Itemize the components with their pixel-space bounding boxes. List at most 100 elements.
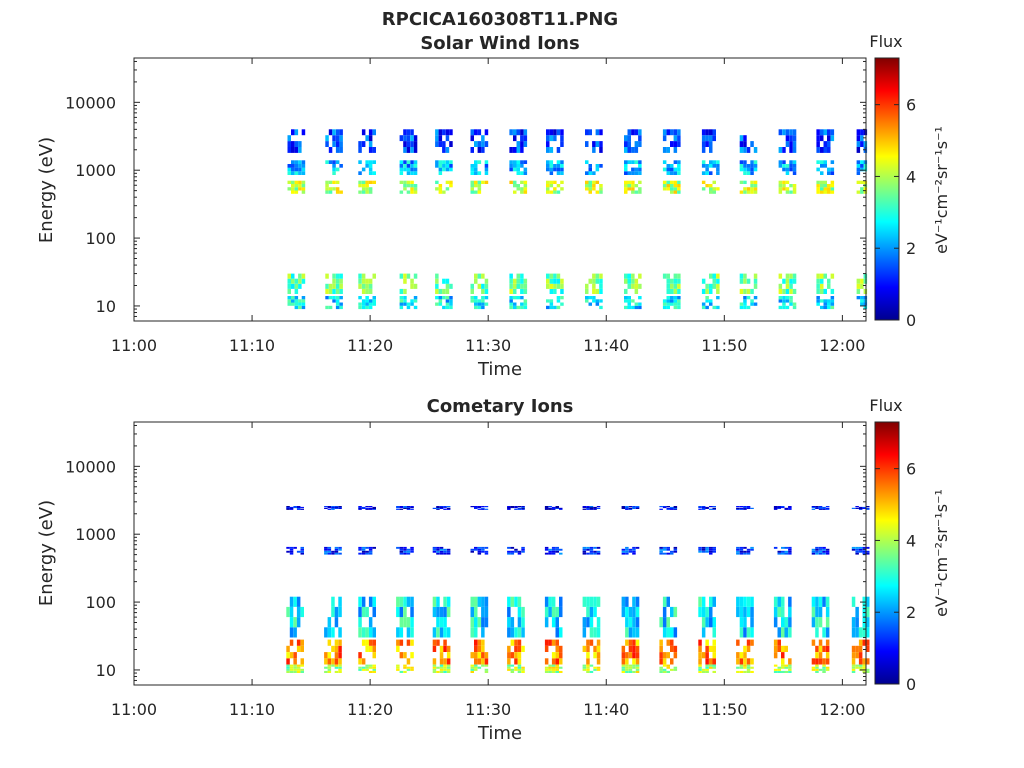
flux-cell <box>551 658 556 665</box>
flux-cell <box>523 302 528 306</box>
flux-cell <box>739 670 744 673</box>
flux-cell <box>822 550 826 553</box>
flux-cell <box>361 190 366 194</box>
flux-cell <box>477 299 482 303</box>
flux-cell <box>445 187 450 191</box>
flux-cell <box>599 184 603 188</box>
flux-cell <box>782 305 786 310</box>
flux-cell <box>556 147 561 153</box>
flux-cell <box>825 606 830 618</box>
flux-cell <box>507 666 511 669</box>
flux-cell <box>624 171 628 175</box>
flux-cell <box>595 180 600 184</box>
flux-cell <box>399 160 404 164</box>
flux-cell <box>555 670 559 673</box>
flux-cell <box>332 273 336 279</box>
flux-cell <box>442 296 446 300</box>
flux-cell <box>709 184 713 188</box>
flux-cell <box>635 627 640 638</box>
flux-cell <box>514 508 518 510</box>
flux-cell <box>548 548 552 551</box>
flux-cell <box>477 666 482 669</box>
flux-cell <box>698 658 702 665</box>
flux-cell <box>851 668 856 671</box>
flux-cell <box>327 508 332 510</box>
flux-cell <box>624 288 628 294</box>
flux-cell <box>548 508 552 510</box>
flux-cell <box>858 546 863 549</box>
flux-cell <box>442 190 446 194</box>
flux-cell <box>624 187 628 191</box>
y-tick-label: 10000 <box>65 93 116 112</box>
flux-cell <box>822 546 826 549</box>
flux-cell <box>445 160 450 164</box>
flux-cell <box>662 668 667 671</box>
flux-cell <box>596 627 601 638</box>
flux-cell <box>334 506 339 509</box>
flux-cell <box>286 666 290 669</box>
flux-cell <box>298 302 302 306</box>
flux-cell <box>334 645 339 652</box>
flux-cell <box>435 296 439 300</box>
flux-cell <box>443 645 447 652</box>
flux-cell <box>851 645 856 652</box>
flux-cell <box>403 506 407 508</box>
flux-cell <box>358 666 362 669</box>
flux-cell <box>599 141 603 147</box>
flux-cell <box>822 668 826 671</box>
flux-cell <box>549 283 554 289</box>
flux-cell <box>294 160 299 164</box>
flux-cell <box>599 164 603 168</box>
flux-cell <box>327 548 332 551</box>
flux-cell <box>335 141 340 147</box>
flux-cell <box>778 187 783 191</box>
flux-cell <box>474 645 478 652</box>
flux-cell <box>698 508 702 510</box>
flux-cell <box>365 288 369 294</box>
flux-cell <box>782 299 786 303</box>
flux-cell <box>474 617 478 628</box>
flux-cell <box>628 627 633 638</box>
flux-cell <box>631 305 635 310</box>
flux-cell <box>358 596 362 607</box>
flux-cell <box>743 666 747 669</box>
flux-cell <box>701 668 706 671</box>
flux-cell <box>743 506 747 508</box>
flux-cell <box>484 180 489 184</box>
flux-cell <box>863 296 868 300</box>
flux-cell <box>816 180 820 184</box>
flux-cell <box>673 666 678 669</box>
flux-cell <box>586 664 590 667</box>
flux-cell <box>820 135 824 142</box>
flux-cell <box>510 664 515 667</box>
flux-cell <box>446 658 451 665</box>
x-tick-label: 12:00 <box>819 336 865 355</box>
flux-cell <box>507 506 511 509</box>
flux-cell <box>413 164 418 168</box>
flux-cell <box>514 658 518 665</box>
x-tick-label: 11:10 <box>229 336 275 355</box>
flux-cell <box>445 129 450 136</box>
flux-cell <box>334 617 339 628</box>
flux-cell <box>773 670 778 673</box>
flux-cell <box>291 184 295 188</box>
flux-cell <box>677 160 681 164</box>
flux-cell <box>596 666 601 669</box>
flux-cell <box>632 546 636 549</box>
x-tick-label: 11:00 <box>111 336 157 355</box>
flux-cell <box>746 670 751 673</box>
flux-cell <box>291 160 295 164</box>
flux-cell <box>484 652 489 659</box>
flux-cell <box>851 548 856 551</box>
flux-cell <box>509 305 513 310</box>
flux-cell <box>788 506 792 508</box>
flux-cell <box>785 167 790 172</box>
flux-cell <box>625 670 629 673</box>
flux-cell <box>709 548 713 551</box>
flux-cell <box>365 508 369 510</box>
flux-cell <box>507 664 511 667</box>
flux-cell <box>294 147 299 153</box>
flux-cell <box>396 627 400 638</box>
flux-cell <box>811 617 816 628</box>
flux-cell <box>328 296 333 300</box>
